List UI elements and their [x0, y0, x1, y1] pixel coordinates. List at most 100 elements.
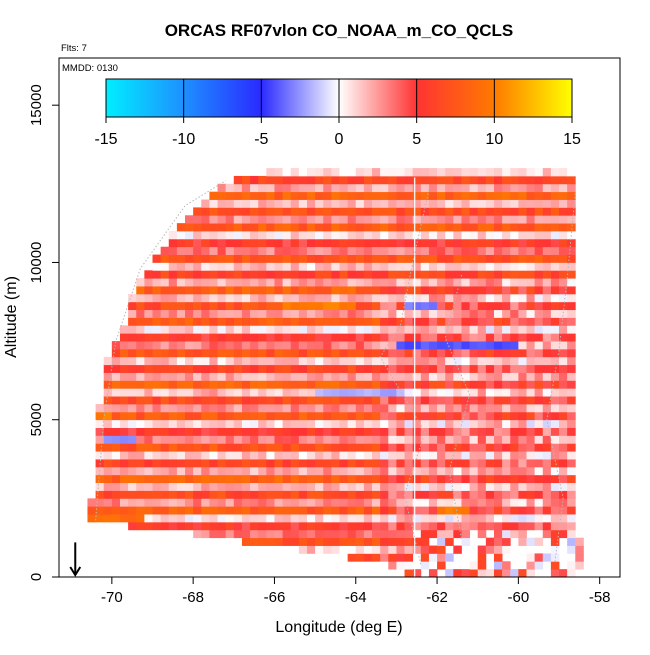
heatmap-cell — [445, 317, 454, 326]
heatmap-cell — [136, 466, 145, 476]
heatmap-cell — [258, 380, 267, 389]
heatmap-cell — [502, 529, 511, 539]
heatmap-cell — [160, 380, 170, 389]
heatmap-cell — [510, 223, 519, 232]
heatmap-cell — [363, 293, 373, 303]
heatmap-cell — [404, 427, 414, 436]
heatmap-cell — [185, 364, 194, 373]
heatmap-cell — [95, 435, 105, 444]
heatmap-cell — [266, 490, 275, 499]
heatmap-cell — [298, 168, 308, 177]
flight-track-trace — [546, 193, 576, 562]
heatmap-cell — [282, 498, 292, 507]
heatmap-cell — [567, 175, 576, 185]
heatmap-cell — [372, 215, 381, 224]
heatmap-cell — [355, 215, 365, 224]
heatmap-cell — [420, 474, 430, 484]
heatmap-cell — [404, 278, 414, 287]
heatmap-cell — [258, 490, 267, 499]
heatmap-cell — [339, 325, 349, 334]
heatmap-cell — [372, 207, 381, 216]
heatmap-cell — [339, 443, 349, 452]
heatmap-cell — [193, 521, 202, 531]
heatmap-cell — [542, 175, 552, 185]
heatmap-cell — [225, 246, 235, 255]
heatmap-cell — [258, 443, 267, 452]
heatmap-cell — [209, 199, 218, 208]
heatmap-cell — [526, 215, 536, 224]
heatmap-cell — [290, 348, 300, 358]
heatmap-cell — [437, 482, 446, 491]
heatmap-cell — [306, 223, 316, 232]
colorbar-tick-label: -5 — [254, 131, 268, 148]
heatmap-cell — [428, 246, 438, 255]
heatmap-cell — [404, 545, 414, 554]
heatmap-cell — [559, 254, 568, 263]
heatmap-cell — [412, 254, 422, 263]
heatmap-cell — [445, 553, 454, 562]
heatmap-cell — [152, 427, 162, 436]
heatmap-cell — [225, 270, 235, 279]
heatmap-cell — [152, 443, 162, 452]
heatmap-cell — [201, 404, 210, 413]
y-tick-label: 5000 — [28, 403, 45, 436]
heatmap-cell — [477, 372, 487, 381]
heatmap-cell — [315, 419, 324, 428]
heatmap-cell — [510, 514, 519, 523]
heatmap-cell — [347, 301, 357, 311]
heatmap-cell — [380, 482, 389, 491]
heatmap-cell — [428, 404, 438, 413]
heatmap-cell — [119, 514, 129, 523]
heatmap-cell — [274, 262, 283, 271]
heatmap-cell — [363, 545, 373, 554]
heatmap-cell — [380, 270, 389, 279]
heatmap-cell — [396, 466, 405, 476]
heatmap-cell — [152, 506, 162, 515]
heatmap-cell — [428, 435, 438, 444]
heatmap-cell — [372, 246, 381, 255]
heatmap-cell — [437, 451, 446, 460]
heatmap-cell — [258, 215, 267, 224]
heatmap-cell — [168, 231, 178, 240]
heatmap-cell — [372, 309, 381, 318]
heatmap-cell — [290, 293, 300, 303]
heatmap-cell — [372, 506, 381, 515]
heatmap-cell — [453, 238, 462, 248]
heatmap-cell — [485, 474, 495, 484]
heatmap-cell — [485, 482, 495, 491]
heatmap-cell — [217, 333, 227, 342]
heatmap-cell — [404, 364, 414, 373]
heatmap-cell — [119, 435, 129, 444]
heatmap-cell — [445, 325, 454, 334]
heatmap-cell — [526, 309, 536, 318]
heatmap-cell — [331, 348, 340, 358]
heatmap-cell — [502, 443, 511, 452]
heatmap-cell — [274, 443, 283, 452]
heatmap-cell — [526, 553, 536, 562]
heatmap-cell — [445, 293, 454, 303]
heatmap-cell — [241, 199, 251, 208]
heatmap-cell — [193, 396, 202, 405]
heatmap-cell — [128, 514, 137, 523]
heatmap-cell — [298, 482, 308, 491]
heatmap-cell — [363, 238, 373, 248]
heatmap-cell — [493, 537, 503, 546]
heatmap-cell — [469, 490, 479, 499]
heatmap-cell — [298, 199, 308, 208]
heatmap-cell — [396, 545, 405, 554]
heatmap-cell — [290, 333, 300, 342]
heatmap-cell — [315, 411, 324, 421]
heatmap-cell — [469, 317, 479, 326]
heatmap-cell — [136, 490, 145, 499]
heatmap-cell — [144, 333, 153, 342]
heatmap-cell — [217, 506, 227, 515]
heatmap-cell — [477, 309, 487, 318]
heatmap-cell — [128, 521, 137, 531]
heatmap-cell — [559, 223, 568, 232]
heatmap-cell — [339, 482, 349, 491]
heatmap-cell — [339, 498, 349, 507]
heatmap-cell — [217, 207, 227, 216]
heatmap-cell — [567, 435, 576, 444]
heatmap-cell — [241, 223, 251, 232]
heatmap-cell — [445, 482, 454, 491]
